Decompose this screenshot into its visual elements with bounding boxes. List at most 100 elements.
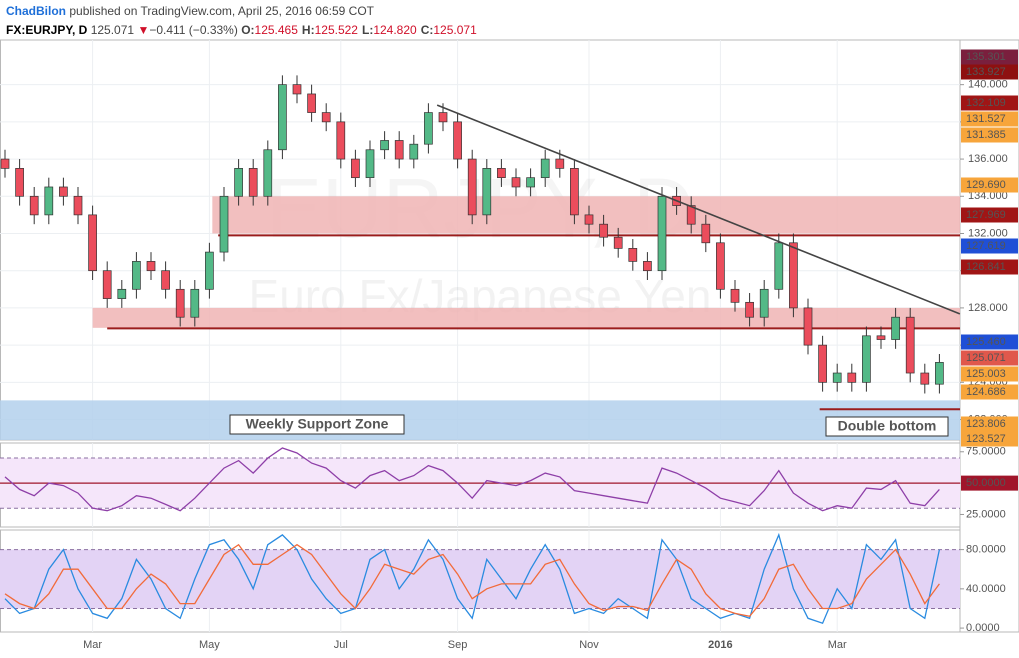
price-label-box [961,64,1018,80]
candle [716,242,725,290]
candle [292,84,302,95]
ohlc-value: 125.071 [433,23,477,37]
y-tick-label: 128.000 [968,302,1008,314]
candle [701,223,711,244]
candle [205,251,214,290]
candle [891,316,900,340]
candle [351,158,360,179]
candle [132,261,141,290]
y-tick-label: 0.0000 [966,622,1000,634]
x-tick-label: Mar [828,639,847,651]
price-label-box [961,111,1018,127]
price-label-box [961,177,1018,193]
price-label: 125.460 [966,336,1006,348]
candle [774,242,784,290]
candle [920,372,930,385]
x-tick-label: Jul [334,639,348,651]
arrow: ▼ [137,23,150,37]
y-tick-label: 25.0000 [966,508,1006,520]
candle [219,195,229,253]
candle [234,168,243,197]
candle [613,236,623,249]
price-label-box [961,127,1018,143]
candle [628,248,638,262]
x-tick-label: May [199,639,220,651]
candle [59,186,68,197]
x-tick-label: Sep [448,639,468,651]
ohlc: O:125.465 H:125.522 L:124.820 C:125.071 [241,23,481,37]
price-label-box [961,416,1018,432]
ohlc-value: 125.465 [254,23,298,37]
candle [102,270,112,299]
price-label: 133.927 [966,66,1006,78]
y-tick-label: 80.0000 [966,544,1006,556]
candle [438,112,448,123]
candle [0,158,10,169]
ohlc-value: 124.820 [373,23,417,37]
y-tick-label: 132.000 [968,227,1008,239]
candle [570,168,579,216]
candle [745,301,754,318]
header: ChadBilon published on TradingView.com, … [6,2,481,40]
price-label: 123.806 [966,418,1006,430]
zone [92,307,961,328]
candle [15,168,24,197]
candle [803,307,813,346]
y-tick-label: 140.000 [968,79,1008,91]
candle [482,168,492,216]
candle [380,140,389,151]
candle [336,121,346,160]
candle [584,214,594,225]
annotation: Weekly Support Zone [246,416,389,432]
candle [832,372,842,383]
band [0,549,960,609]
candle [29,195,39,216]
price-label-box [961,366,1018,382]
symbol: FX:EURJPY, D [6,23,88,37]
panel [0,39,961,441]
annotation-box [229,414,405,435]
price-label-box [961,95,1018,111]
candle [643,261,652,272]
candle [73,195,83,216]
candle [555,158,565,169]
candle [862,335,871,383]
annotation: Double bottom [838,418,937,434]
price-label-box [961,350,1018,366]
y-tick-label: 134.000 [968,190,1008,202]
price-label-box [961,431,1018,447]
price-label: 124.686 [966,386,1006,398]
price-label: 135.301 [966,51,1006,63]
price-label: 131.527 [966,113,1006,125]
author[interactable]: ChadBilon [6,4,66,18]
y-tick-label: 40.0000 [966,583,1006,595]
candle [540,158,550,179]
price-label: 132.109 [966,97,1006,109]
candle [307,93,316,113]
price-label-box [961,207,1018,223]
candle [730,288,740,303]
candle [847,372,857,383]
level-label-box [961,475,1018,491]
price-label-box [961,259,1018,275]
price-label: 125.071 [966,352,1006,364]
y-tick-label: 75.0000 [966,446,1006,458]
x-tick-label: 2016 [708,639,732,651]
candle [146,261,156,272]
zone [0,400,960,440]
candle [467,158,477,216]
candle [876,335,886,340]
candle [190,288,200,318]
candle [44,186,54,216]
candle [365,149,375,179]
candle [599,223,608,238]
x-tick-label: Nov [579,639,599,651]
y-tick-label: 136.000 [968,153,1008,165]
price-label-box [961,238,1018,254]
candle [511,177,521,188]
candle [424,112,433,145]
candle [175,288,185,318]
candle [248,168,258,197]
candle [935,362,944,385]
